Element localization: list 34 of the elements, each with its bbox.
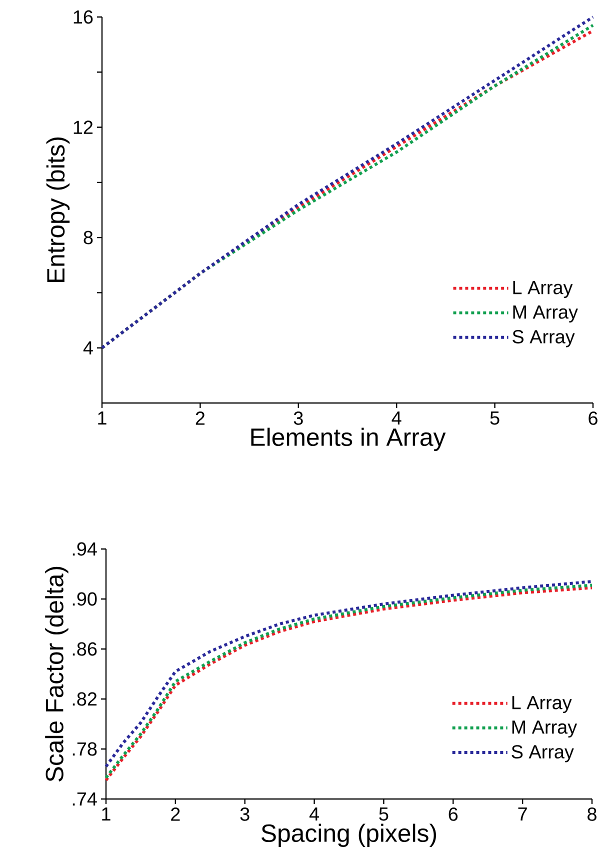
y-tick-label: 8 [84, 230, 93, 244]
x-tick-label: 3 [240, 808, 250, 821]
x-tick-label: 4 [310, 808, 320, 821]
x-tick-label: 7 [518, 808, 528, 821]
x-tick-label: 6 [588, 412, 598, 425]
y-tick-label: .74 [73, 792, 98, 806]
x-axis-title: Elements in Array [251, 428, 446, 451]
x-tick-label: 1 [98, 412, 107, 425]
x-tick-label: 6 [449, 808, 458, 821]
x-axis-title: Spacing (pixels) [262, 824, 436, 847]
x-tick-label: 2 [171, 808, 180, 821]
y-axis-title: Entropy (bits) [46, 138, 70, 282]
x-tick-label: 5 [490, 412, 500, 425]
x-tick-label: 5 [379, 808, 388, 821]
y-tick-label: 16 [74, 10, 93, 24]
y-tick-label: .82 [73, 692, 97, 706]
y-tick-label: 4 [84, 341, 94, 354]
legend-label: S Array [512, 330, 575, 348]
legend-label: L Array [512, 696, 572, 714]
y-axis-title: Scale Factor (delta) [45, 566, 69, 782]
x-tick-label: 8 [588, 808, 597, 821]
y-tick-label: .86 [73, 642, 97, 656]
y-tick-label: .78 [73, 742, 97, 756]
y-tick-label: .94 [73, 542, 98, 556]
x-tick-label: 1 [102, 808, 111, 821]
legend-label: M Array [513, 306, 578, 322]
legend-label: S Array [512, 745, 574, 762]
y-tick-label: .90 [73, 592, 97, 606]
x-tick-label: 3 [294, 412, 304, 425]
legend-label: M Array [512, 720, 578, 738]
x-tick-label: 4 [392, 412, 402, 425]
y-tick-label: 12 [74, 120, 93, 134]
x-tick-label: 2 [196, 412, 205, 425]
legend-label: L Array [513, 281, 573, 298]
